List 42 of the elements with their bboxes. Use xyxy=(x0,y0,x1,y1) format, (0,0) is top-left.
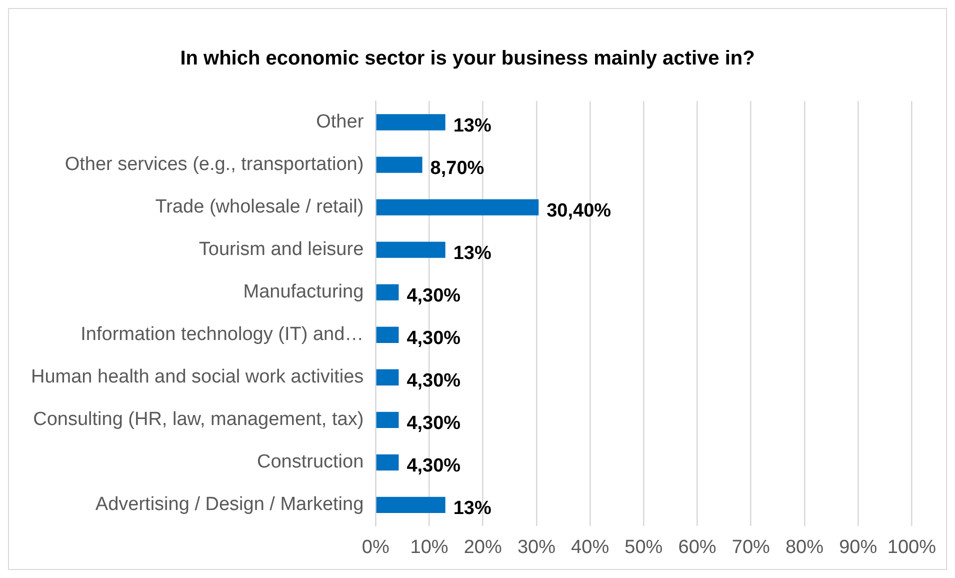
y-tick-label: Information technology (IT) and… xyxy=(80,324,364,346)
x-tick-label: 30% xyxy=(517,536,556,558)
y-tick-label: Consulting (HR, law, management, tax) xyxy=(33,409,364,430)
data-label: 4,30% xyxy=(406,413,461,434)
data-label: 13% xyxy=(453,243,492,264)
bar xyxy=(376,114,446,130)
y-tick-label: Manufacturing xyxy=(243,282,364,303)
bar xyxy=(376,326,399,343)
y-tick-label: Tourism and leisure xyxy=(198,239,364,260)
chart-title: In which economic sector is your business mainly active in? xyxy=(180,48,755,70)
bar xyxy=(376,369,399,386)
x-tick-label: 90% xyxy=(839,536,878,558)
x-tick-label: 10% xyxy=(410,536,448,558)
x-tick-label: 70% xyxy=(732,536,770,558)
bar xyxy=(376,412,399,428)
data-label: 13% xyxy=(453,498,492,520)
y-tick-label: Other services (e.g., transportation) xyxy=(64,154,364,176)
y-tick-label: Other xyxy=(316,111,364,132)
y-tick-label: Construction xyxy=(256,452,364,473)
data-label: 8,70% xyxy=(430,158,484,180)
bar xyxy=(376,199,539,216)
x-tick-label: 60% xyxy=(678,536,716,558)
data-label: 4,30% xyxy=(406,370,461,392)
bar xyxy=(376,242,446,258)
data-label: 13% xyxy=(453,115,492,136)
y-tick-label: Human health and social work activities xyxy=(30,366,364,388)
data-label: 30,40% xyxy=(546,200,612,222)
bar xyxy=(376,496,446,514)
y-tick-label: Advertising / Design / Marketing xyxy=(95,494,364,516)
data-label: 4,30% xyxy=(406,456,461,477)
data-label: 4,30% xyxy=(406,286,461,307)
x-tick-label: 100% xyxy=(887,536,936,558)
data-label: 4,30% xyxy=(406,328,461,350)
x-tick-label: 20% xyxy=(464,536,502,558)
x-tick-label: 80% xyxy=(785,536,824,558)
x-tick-label: 0% xyxy=(362,536,390,558)
x-tick-label: 50% xyxy=(624,536,663,558)
bar xyxy=(376,284,399,300)
x-tick-label: 40% xyxy=(571,536,610,558)
y-tick-label: Trade (wholesale / retail) xyxy=(155,196,364,218)
bar xyxy=(376,156,422,173)
bar xyxy=(376,454,399,470)
